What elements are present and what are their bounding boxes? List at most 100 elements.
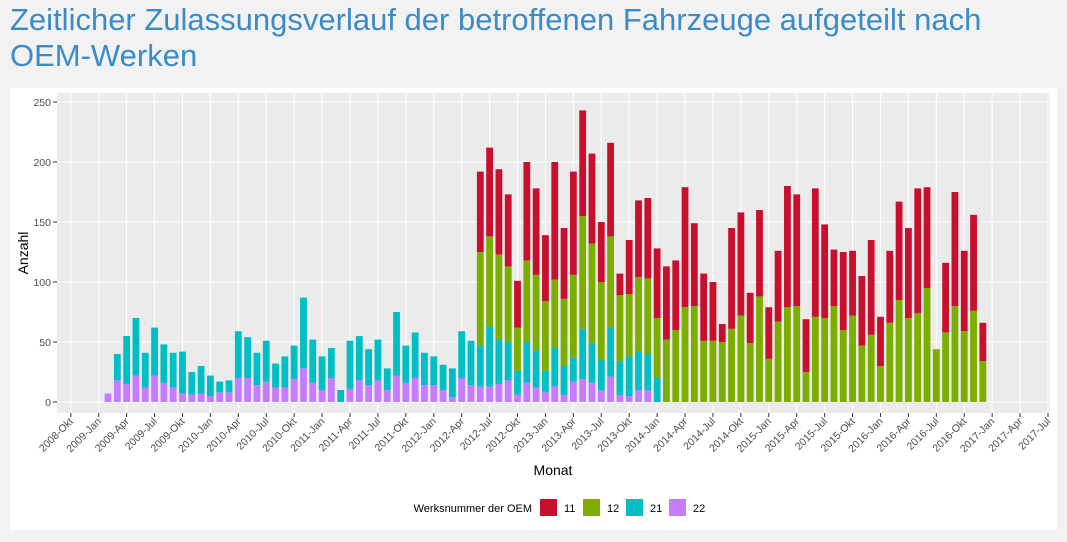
bar-segment [374,339,382,381]
bar-segment [262,340,270,382]
bar-segment [765,307,773,359]
bar-segment [523,162,531,261]
bar-segment [644,198,652,279]
bar-segment [272,363,279,388]
bar-segment [784,307,791,402]
bar-segment [365,349,373,386]
bar-segment [216,392,224,402]
bar-segment [327,348,335,378]
bar-segment [877,316,884,366]
bar-segment [793,306,801,402]
bar-segment [411,332,419,378]
bar-segment [523,382,531,402]
bar-segment [244,337,252,378]
bar-segment [141,352,149,388]
bar-segment [672,260,680,330]
bar-segment [849,250,856,316]
bar-segment [448,397,456,402]
bar-segment [439,364,447,390]
bar-segment [886,250,894,323]
bar-segment [625,240,633,294]
bar-segment [290,379,298,402]
bar-segment [514,370,521,395]
bar-segment [960,250,968,332]
bar-segment [383,368,391,390]
bar-segment [653,248,661,318]
bar-segment [514,280,521,328]
bar-segment [458,378,466,402]
bar-segment [635,277,642,352]
bar-segment [495,339,503,384]
bar-segment [504,342,512,381]
bar-segment [542,301,549,371]
bar-segment [867,334,875,402]
bar-segment [960,331,968,402]
bar-segment [607,327,614,377]
bar-segment [188,394,196,402]
bar-segment [569,381,577,402]
bar-segment [197,366,205,394]
bar-segment [784,186,791,308]
bar-segment [476,386,484,402]
bar-segment [253,352,261,386]
bar-segment [430,385,438,402]
legend-label: 21 [650,503,662,515]
bar-segment [923,288,931,402]
bar-segment [514,327,521,371]
bar-segment [849,315,856,402]
bar-segment [393,312,400,376]
bar-segment [690,306,698,402]
bar-segment [644,390,652,402]
bar-segment [551,348,559,387]
bar-segment [588,343,596,383]
bar-segment [262,381,270,402]
bar-segment [830,306,838,402]
bar-segment [225,380,233,393]
bar-segment [607,142,614,237]
bar-segment [113,354,121,381]
y-tick-label: 200 [33,157,51,169]
bar-segment [151,375,158,402]
bar-segment [597,360,605,390]
bar-segment [644,278,652,354]
bar-segment [588,382,596,402]
bar-segment [616,361,624,395]
bar-segment [653,378,661,402]
bar-segment [979,322,987,362]
y-axis-title: Anzahl [15,232,31,275]
bar-segment [504,194,512,267]
bar-segment [188,372,196,395]
bar-segment [877,366,884,402]
bar-segment [690,223,698,306]
bar-segment [802,372,810,402]
bar-segment [421,385,428,402]
legend-label: 11 [564,503,575,515]
bar-segment [495,169,503,255]
bar-segment [160,382,168,402]
bar-segment [281,356,289,388]
y-tick-label: 100 [33,277,51,289]
y-tick-label: 250 [33,97,51,109]
bar-segment [141,387,149,402]
bar-segment [346,388,354,402]
bar-segment [821,318,829,402]
bar-segment [914,313,922,402]
bar-segment [718,342,726,402]
bar-segment [514,394,521,402]
bar-segment [225,392,233,402]
bar-segment [272,387,279,402]
bar-segment [495,384,503,402]
bar-segment [597,282,605,360]
bar-segment [932,349,940,402]
bar-segment [486,386,493,402]
bar-segment [151,327,158,376]
bar-segment [774,321,782,402]
bar-segment [821,224,829,318]
legend-title: Werksnummer der OEM [414,503,532,515]
bar-segment [560,394,568,402]
bar-segment [663,266,670,340]
bar-segment [123,336,131,384]
y-tick-label: 50 [39,337,51,349]
bar-segment [616,394,624,402]
bar-segment [560,228,568,299]
